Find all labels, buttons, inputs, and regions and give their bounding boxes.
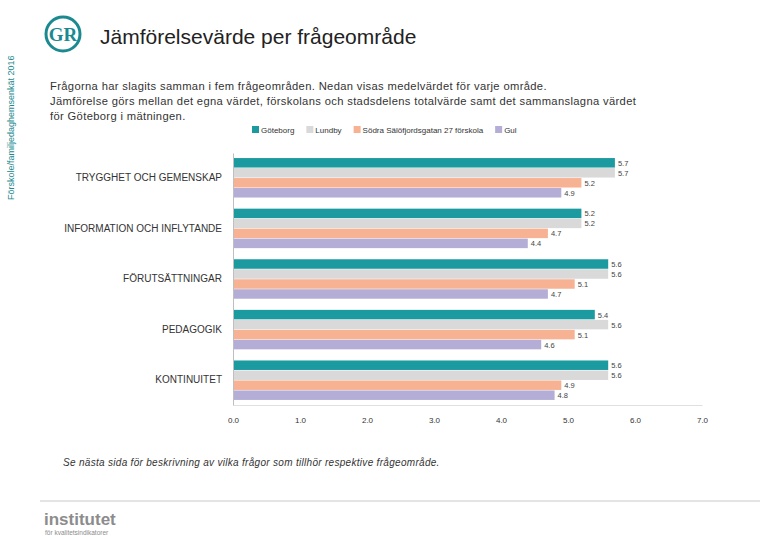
data-label: 5.2 [584,179,594,188]
x-tick-label: 2.0 [362,416,374,425]
data-label: 4.8 [558,391,568,400]
data-label: 4.7 [551,229,561,238]
legend-item: Göteborg [252,126,294,135]
legend-item: Södra Sälöfjordsgatan 27 förskola [354,126,484,135]
bar [233,168,615,177]
y-tick: FÖRUTSÄTTNINGAR [123,273,233,284]
data-label: 5.6 [611,361,621,370]
data-label: 5.7 [618,159,628,168]
y-tick-label: KONTINUITET [155,374,222,385]
y-axis: TRYGGHET OCH GEMENSKAP INFORMATION OCH IN… [64,154,233,406]
bar [233,259,608,268]
legend-swatch [354,126,361,133]
x-tick-label: 5.0 [563,416,575,425]
data-label: 5.6 [611,270,621,279]
data-label: 4.9 [564,381,574,390]
data-label: 4.4 [531,239,541,248]
x-tick-label: 0.0 [228,416,240,425]
data-label: 5.6 [611,371,621,380]
legend-label: Göteborg [261,126,294,135]
x-tick: 0.0 [228,405,240,425]
bar [233,370,608,379]
title: Jämförelsevärde per frågeområde [100,25,416,48]
bar [233,269,608,278]
x-tick-label: 3.0 [429,416,441,425]
brand-name: institutet [44,510,116,529]
y-tick-label: PEDAGOGIK [162,324,222,335]
legend-item: Gul [495,126,517,135]
page: Förskole/familjedaghemsenkät 2016 GR Jämfö… [0,0,780,540]
legend: Göteborg Lundby Södra Sälöfjordsgatan 27 f… [252,126,517,135]
data-label: 4.7 [551,290,561,299]
logo-text: GR [49,24,78,45]
x-tick-label: 7.0 [697,416,709,425]
bar [233,188,561,197]
bar [233,380,561,389]
x-tick-label: 4.0 [496,416,508,425]
x-tick: 4.0 [496,405,508,425]
data-label: 5.2 [584,209,594,218]
x-tick: 7.0 [697,405,709,425]
bar [233,219,581,228]
brand-tagline: för kvalitetsindikatorer [45,529,109,536]
legend-label: Södra Sälöfjordsgatan 27 förskola [363,126,484,135]
subtitle: Frågorna har slagits samman i fem frågeo… [50,80,547,92]
y-tick-label: INFORMATION OCH INFLYTANDE [64,223,222,234]
data-label: 4.9 [564,189,574,198]
data-label: 5.4 [598,311,608,320]
x-tick: 1.0 [295,405,307,425]
data-label: 5.2 [584,219,594,228]
bar [233,320,608,329]
x-tick: 6.0 [630,405,642,425]
bar [233,279,575,288]
data-label: 5.1 [578,331,588,340]
bar [233,209,581,218]
bars [233,158,615,400]
legend-label: Gul [504,126,517,135]
data-label: 5.6 [611,321,621,330]
bar [233,340,541,349]
data-labels: 5.75.25.65.45.65.75.25.65.65.65.24.75.15… [531,159,629,400]
legend-label: Lundby [315,126,341,135]
y-tick: PEDAGOGIK [162,324,233,335]
bar [233,239,528,248]
legend-swatch [252,126,259,133]
logo-circle [46,17,80,51]
bar [233,289,548,298]
y-tick-label: TRYGGHET OCH GEMENSKAP [76,172,223,183]
x-tick: 5.0 [563,405,575,425]
x-axis-line [234,405,703,406]
x-tick-label: 1.0 [295,416,307,425]
x-axis: 0.0 1.0 2.0 3.0 4.0 5.0 6.0 7.0 [228,405,709,425]
bar [233,158,615,167]
bar [233,330,575,339]
subtitle: för Göteborg i mätningen. [50,110,186,122]
bar [233,229,548,238]
y-axis-line [233,154,234,406]
data-label: 5.7 [618,169,628,178]
legend-swatch [495,126,502,133]
y-tick: KONTINUITET [155,374,233,385]
bar [233,310,595,319]
side-label: Förskole/familjedaghemsenkät 2016 [6,55,16,200]
subtitle: Jämförelse görs mellan det egna värdet, … [50,95,637,107]
data-label: 5.1 [578,280,588,289]
x-tick: 2.0 [362,405,374,425]
legend-item: Lundby [306,126,341,135]
data-label: 4.6 [544,341,554,350]
bar [233,390,555,399]
bar [233,360,608,369]
y-tick-label: FÖRUTSÄTTNINGAR [123,273,222,284]
footer-rule [40,501,760,502]
x-tick-label: 6.0 [630,416,642,425]
legend-swatch [306,126,313,133]
y-tick: TRYGGHET OCH GEMENSKAP [76,172,233,183]
x-tick: 3.0 [429,405,441,425]
data-label: 5.6 [611,260,621,269]
y-tick: INFORMATION OCH INFLYTANDE [64,223,233,234]
bar [233,178,581,187]
footnote: Se nästa sida för beskrivning av vilka f… [63,457,440,468]
